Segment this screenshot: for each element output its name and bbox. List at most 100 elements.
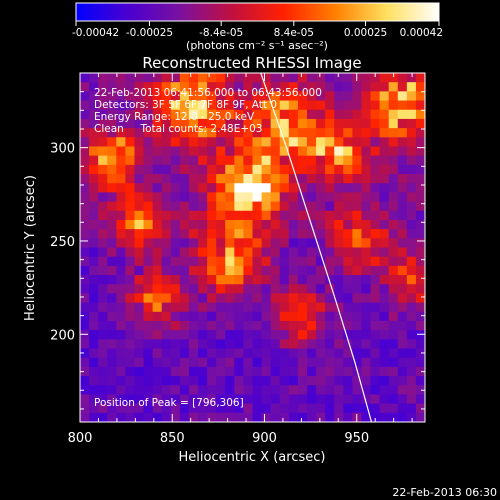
heatmap-cell: [207, 330, 217, 340]
heatmap-cell: [279, 348, 290, 359]
heatmap-cell: [252, 174, 262, 184]
heatmap-cell: [415, 118, 425, 129]
heatmap-cell: [352, 82, 362, 92]
heatmap-cell: [179, 155, 190, 166]
heatmap-cell: [288, 174, 299, 184]
heatmap-cell: [80, 183, 90, 193]
heatmap-cell: [179, 174, 190, 184]
heatmap-cell: [143, 174, 154, 184]
heatmap-cell: [143, 412, 154, 422]
heatmap-cell: [406, 109, 417, 120]
heatmap-cell: [316, 91, 326, 101]
heatmap-cell: [316, 73, 326, 83]
heatmap-cell: [370, 109, 381, 120]
heatmap-cell: [388, 320, 399, 331]
heatmap-cell: [379, 128, 390, 138]
colorbar-units: (photons cm⁻² s⁻¹ asec⁻²): [186, 39, 328, 52]
heatmap-cell: [80, 219, 90, 230]
heatmap-cell: [306, 238, 317, 248]
heatmap-cell: [89, 73, 99, 83]
heatmap-cell: [352, 265, 362, 276]
heatmap-cell: [379, 82, 390, 92]
heatmap-cell: [207, 376, 217, 386]
heatmap-cell: [107, 109, 117, 120]
heatmap-cell: [297, 164, 308, 175]
heatmap-cell: [152, 155, 163, 166]
heatmap-cell: [170, 320, 181, 331]
heatmap-cell: [370, 311, 381, 322]
heatmap-cell: [252, 109, 262, 120]
heatmap-cell: [343, 118, 353, 129]
heatmap-cell: [116, 311, 126, 322]
heatmap-cell: [415, 284, 425, 294]
heatmap-cell: [270, 82, 281, 92]
heatmap-cell: [325, 100, 335, 111]
heatmap-cell: [352, 330, 362, 340]
heatmap-cell: [143, 219, 154, 230]
colorbar-tick-label: -0.00042: [72, 27, 119, 39]
heatmap-cell: [107, 256, 117, 267]
heatmap-cell: [125, 137, 135, 147]
heatmap-cell: [125, 330, 135, 340]
heatmap-cell: [80, 256, 90, 267]
heatmap-cell: [270, 330, 281, 340]
heatmap-cell: [179, 339, 190, 349]
heatmap-cell: [306, 118, 317, 129]
heatmap-cell: [325, 146, 335, 157]
heatmap-cell: [207, 247, 217, 258]
heatmap-cell: [352, 174, 362, 184]
heatmap-cell: [397, 385, 408, 395]
heatmap-cell: [198, 357, 208, 368]
heatmap-cell: [306, 229, 317, 239]
heatmap-cell: [288, 366, 299, 377]
heatmap-cell: [334, 128, 344, 138]
heatmap-cell: [397, 357, 408, 368]
heatmap-cell: [361, 100, 371, 111]
heatmap-cell: [361, 366, 371, 377]
heatmap-cell: [225, 146, 235, 157]
heatmap-cell: [370, 82, 381, 92]
heatmap-cell: [279, 229, 290, 239]
heatmap-cell: [334, 330, 344, 340]
heatmap-cell: [80, 210, 90, 221]
heatmap-cell: [152, 357, 163, 368]
heatmap-cell: [270, 275, 281, 285]
heatmap-cell: [98, 146, 108, 157]
heatmap-cell: [379, 219, 390, 230]
heatmap-cell: [116, 348, 126, 359]
heatmap-cell: [297, 146, 308, 157]
heatmap-cell: [334, 229, 344, 239]
heatmap-cell: [207, 385, 217, 395]
heatmap-cell: [198, 339, 208, 349]
heatmap-cell: [325, 192, 335, 202]
heatmap-cell: [415, 128, 425, 138]
heatmap-cell: [89, 229, 99, 239]
heatmap-cell: [334, 91, 344, 101]
heatmap-cell: [161, 412, 172, 422]
heatmap-cell: [379, 412, 390, 422]
heatmap-cell: [107, 219, 117, 230]
heatmap-cell: [98, 412, 108, 422]
heatmap-cell: [170, 137, 181, 147]
heatmap-cell: [198, 320, 208, 331]
heatmap-cell: [261, 366, 272, 377]
heatmap-cell: [207, 293, 217, 303]
heatmap-cell: [379, 229, 390, 239]
heatmap-cell: [279, 238, 290, 248]
heatmap-cell: [170, 348, 181, 359]
heatmap-cell: [98, 82, 108, 92]
heatmap-cell: [406, 403, 417, 414]
heatmap-cell: [388, 302, 399, 313]
heatmap-cell: [379, 118, 390, 129]
heatmap-cell: [107, 284, 117, 294]
heatmap-cell: [261, 174, 272, 184]
heatmap-cell: [207, 146, 217, 157]
heatmap-cell: [279, 412, 290, 422]
heatmap-cell: [415, 137, 425, 147]
heatmap-cell: [80, 118, 90, 129]
heatmap-cell: [252, 210, 262, 221]
heatmap-cell: [98, 174, 108, 184]
heatmap-cell: [325, 385, 335, 395]
heatmap-cell: [89, 403, 99, 414]
heatmap-cell: [316, 320, 326, 331]
